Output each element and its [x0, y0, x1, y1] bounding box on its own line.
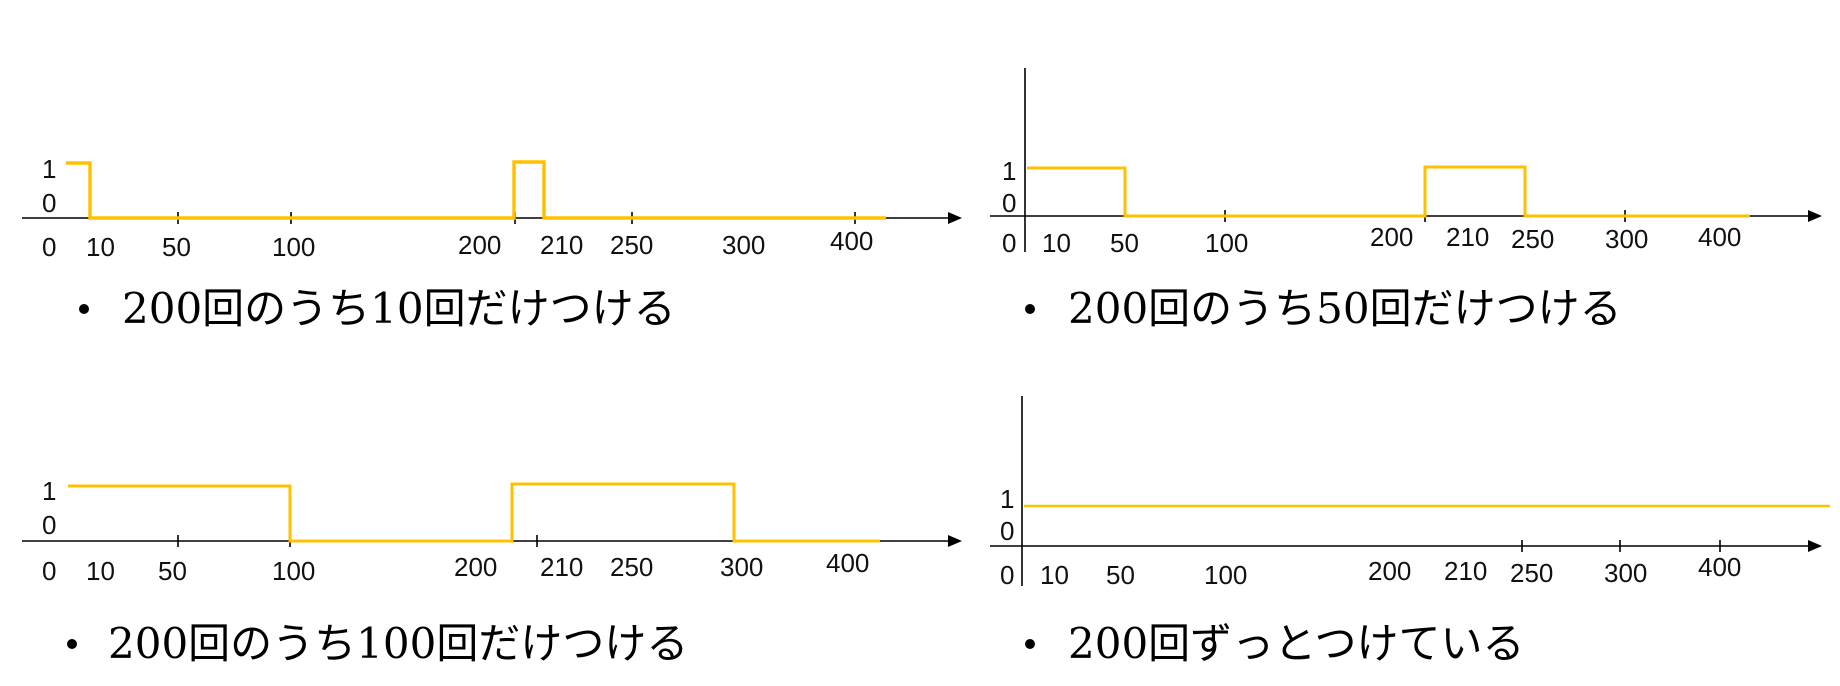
x-label-100: 100 — [1205, 228, 1248, 258]
x-label-400: 400 — [1698, 222, 1741, 252]
x-label-200: 200 — [458, 230, 501, 260]
x-label-250: 250 — [610, 552, 653, 582]
y-label-1: 1 — [1002, 156, 1016, 186]
x-label-210: 210 — [1444, 556, 1487, 586]
bullet-marker — [79, 304, 89, 314]
x-label-250: 250 — [1511, 224, 1554, 254]
x-label-200: 200 — [1370, 222, 1413, 252]
x-label-50: 50 — [162, 232, 191, 262]
signal-line — [1027, 165, 1750, 218]
x-label-10: 10 — [1042, 228, 1071, 258]
x-label-200: 200 — [454, 552, 497, 582]
bullet-marker — [67, 639, 77, 649]
x-label-50: 50 — [1106, 560, 1135, 590]
panel-duty-200: 1 0 0 10 50 100 200 210 250 300 400 200回… — [990, 396, 1830, 668]
y-label-0: 0 — [42, 510, 56, 540]
y-label-0: 0 — [1002, 188, 1016, 218]
x-label-50: 50 — [1110, 228, 1139, 258]
y-label-0: 0 — [1000, 516, 1014, 546]
x-label-250: 250 — [610, 230, 653, 260]
panel-duty-10: 1 0 0 10 50 100 200 210 250 300 400 200回… — [22, 154, 962, 333]
x-label-10: 10 — [86, 556, 115, 586]
x-label-100: 100 — [272, 232, 315, 262]
x-label-10: 10 — [1040, 560, 1069, 590]
bullet-marker — [1025, 304, 1035, 314]
caption: 200回のうち100回だけつける — [108, 619, 688, 668]
bullet-marker — [1025, 639, 1035, 649]
panel-duty-100: 1 0 0 10 50 100 200 210 250 300 400 200回… — [22, 476, 962, 668]
x-label-200: 200 — [1368, 556, 1411, 586]
x-label-50: 50 — [158, 556, 187, 586]
caption: 200回のうち10回だけつける — [122, 284, 676, 333]
y-label-0: 0 — [42, 188, 56, 218]
x-label-400: 400 — [830, 226, 873, 256]
caption: 200回ずっとつけている — [1068, 619, 1525, 668]
x-label-0: 0 — [42, 232, 56, 262]
x-axis-arrow — [1808, 540, 1822, 552]
signal-line — [66, 160, 886, 220]
x-label-10: 10 — [86, 232, 115, 262]
panel-duty-50: 1 0 0 10 50 100 200 210 250 300 400 200回… — [990, 68, 1822, 333]
x-label-100: 100 — [1204, 560, 1247, 590]
x-axis-arrow — [1808, 210, 1822, 222]
x-label-300: 300 — [720, 552, 763, 582]
x-label-300: 300 — [1605, 224, 1648, 254]
x-label-250: 250 — [1510, 558, 1553, 588]
x-label-210: 210 — [1446, 222, 1489, 252]
x-ticks — [1521, 540, 1721, 552]
x-label-0: 0 — [42, 556, 56, 586]
x-label-300: 300 — [1604, 558, 1647, 588]
signal-line — [68, 482, 880, 543]
x-label-210: 210 — [540, 552, 583, 582]
x-axis-arrow — [948, 535, 962, 547]
y-label-1: 1 — [42, 476, 56, 506]
x-label-400: 400 — [826, 548, 869, 578]
x-label-300: 300 — [722, 230, 765, 260]
x-axis-arrow — [948, 212, 962, 224]
x-label-210: 210 — [540, 230, 583, 260]
y-label-1: 1 — [1000, 484, 1014, 514]
x-label-0: 0 — [1002, 228, 1016, 258]
caption: 200回のうち50回だけつける — [1068, 284, 1622, 333]
x-label-0: 0 — [1000, 560, 1014, 590]
x-label-100: 100 — [272, 556, 315, 586]
y-label-1: 1 — [42, 154, 56, 184]
x-label-400: 400 — [1698, 552, 1741, 582]
